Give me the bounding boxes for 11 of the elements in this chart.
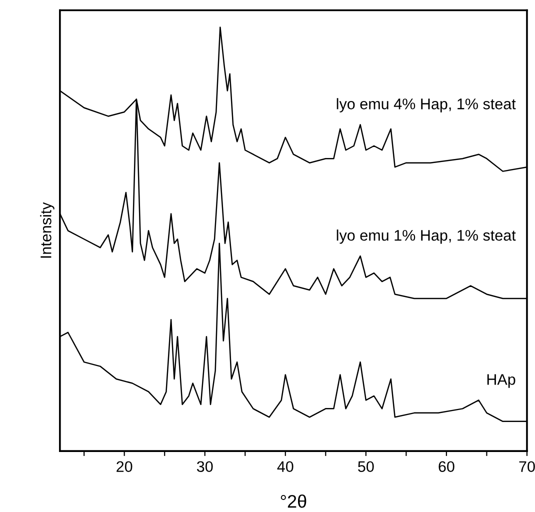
x-tick-label: 50 xyxy=(358,461,374,472)
x-tick-label: 70 xyxy=(519,461,535,472)
series-label: lyo emu 1% Hap, 1% steat xyxy=(336,230,516,244)
y-axis-title: Intensity xyxy=(40,202,54,258)
x-axis-title: °2θ xyxy=(280,494,306,508)
x-tick-label: 20 xyxy=(116,461,132,472)
x-tick-label: 60 xyxy=(438,461,454,472)
x-tick-label: 40 xyxy=(277,461,294,472)
series-label: lyo emu 4% Hap, 1% steat xyxy=(336,98,516,112)
series-label: HAp xyxy=(487,374,516,388)
x-tick-label: 30 xyxy=(196,461,213,472)
